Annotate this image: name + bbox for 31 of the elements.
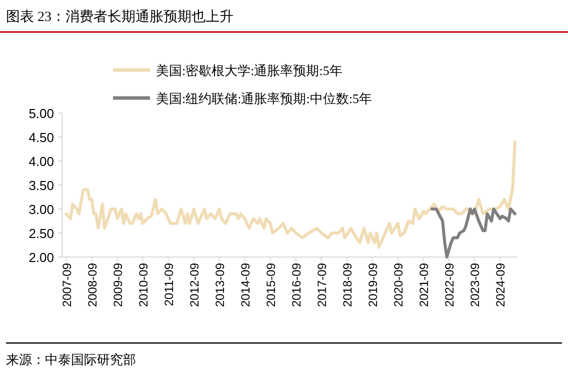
- x-tick-label: 2007-09: [60, 262, 74, 308]
- x-tick-label: 2020-09: [391, 262, 406, 308]
- x-tick-label: 2017-09: [314, 262, 329, 308]
- legend-label: 美国:密歇根大学:通胀率预期:5年: [156, 63, 342, 78]
- x-tick-label: 2011-09: [162, 262, 176, 306]
- x-tick-label: 2021-09: [416, 262, 431, 308]
- x-tick-label: 2013-09: [212, 262, 227, 308]
- line-series: [64, 140, 516, 249]
- x-tick-label: 2010-09: [136, 262, 150, 308]
- x-tick-label: 2009-09: [110, 262, 125, 308]
- y-tick-label: 4.50: [28, 130, 54, 145]
- source-note: 来源：中泰国际研究部: [6, 352, 136, 367]
- x-tick-label: 2018-09: [340, 262, 354, 308]
- y-tick-label: 5.00: [28, 106, 54, 121]
- y-tick-label: 4.00: [28, 154, 54, 169]
- x-tick-label: 2023-09: [468, 262, 482, 308]
- x-tick-label: 2019-09: [366, 262, 380, 308]
- chart-title: 图表 23：消费者长期通胀预期也上升: [6, 9, 234, 25]
- y-tick-label: 3.50: [28, 178, 54, 193]
- x-tick-label: 2012-09: [187, 262, 202, 308]
- y-tick-label: 3.00: [28, 202, 54, 217]
- x-tick-label: 2008-09: [85, 262, 100, 308]
- legend-label: 美国:纽约联储:通胀率预期:中位数:5年: [156, 91, 372, 106]
- x-tick-label: 2016-09: [289, 262, 304, 308]
- line-series: [430, 208, 516, 258]
- y-tick-label: 2.00: [28, 250, 54, 265]
- y-tick-label: 2.50: [28, 226, 54, 241]
- x-tick-label: 2022-09: [442, 262, 456, 308]
- x-tick-label: 2015-09: [264, 262, 278, 308]
- x-tick-label: 2024-09: [493, 262, 508, 308]
- x-tick-label: 2014-09: [238, 262, 252, 308]
